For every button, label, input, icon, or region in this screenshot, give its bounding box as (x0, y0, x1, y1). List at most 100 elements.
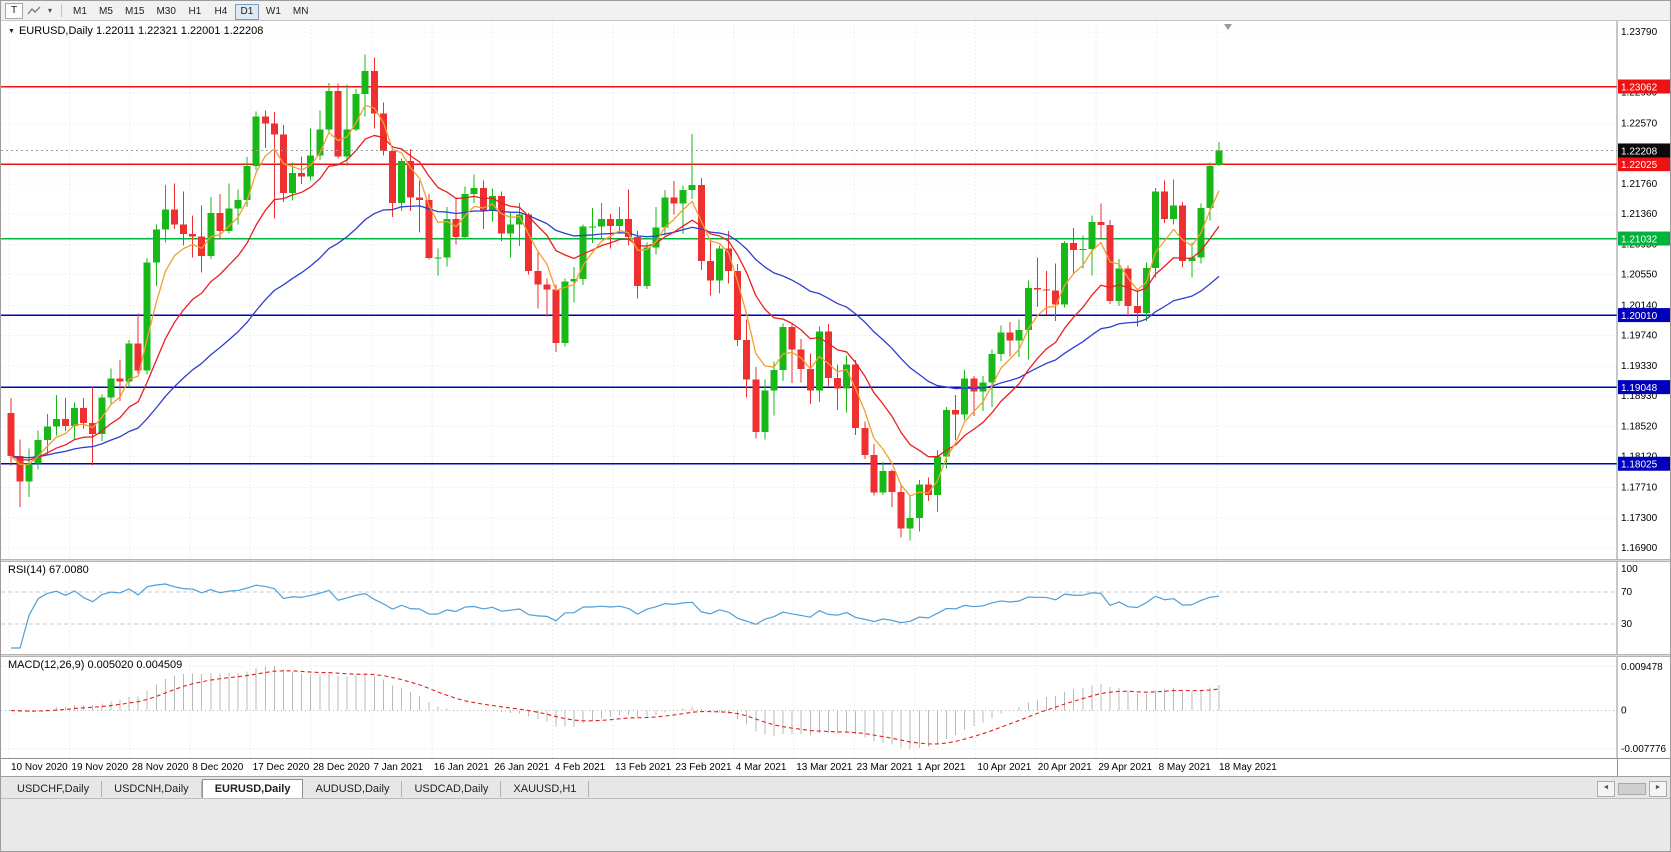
svg-text:70: 70 (1621, 587, 1633, 598)
candle (924, 477, 932, 501)
panel-splitter-macd[interactable] (1, 654, 1670, 657)
candle (307, 128, 315, 181)
timeframe-button-d1[interactable]: D1 (234, 4, 259, 20)
candle (670, 181, 678, 215)
svg-text:1.19330: 1.19330 (1621, 361, 1658, 372)
candle (161, 184, 169, 243)
candle (897, 485, 905, 538)
candle (370, 57, 378, 129)
candle (116, 360, 124, 402)
svg-text:1.23062: 1.23062 (1621, 83, 1658, 94)
candle (207, 196, 215, 259)
tab-audusd-daily[interactable]: AUDUSD,Daily (303, 781, 403, 797)
tab-scroll-thumb[interactable] (1618, 783, 1646, 795)
tab-usdchf-daily[interactable]: USDCHF,Daily (5, 781, 103, 797)
candle (1061, 240, 1069, 308)
main-price-chart[interactable]: 1.237901.229801.225701.217601.213601.209… (1, 21, 1671, 559)
candle (34, 430, 42, 470)
candle (1006, 321, 1014, 357)
svg-text:100: 100 (1621, 564, 1638, 575)
candle (1188, 242, 1196, 278)
timeframe-button-m5[interactable]: M5 (94, 4, 118, 20)
tab-scroll-right-icon[interactable]: ► (1649, 781, 1667, 797)
candle (452, 197, 460, 245)
candle (788, 323, 796, 384)
candle (1179, 202, 1187, 268)
svg-text:1.22025: 1.22025 (1621, 160, 1658, 171)
candle (879, 461, 887, 495)
timeframe-button-m1[interactable]: M1 (68, 4, 92, 20)
timeframe-button-m30[interactable]: M30 (151, 4, 180, 20)
candle (761, 379, 769, 440)
date-label: 28 Nov 2020 (131, 762, 189, 773)
tab-eurusd-daily[interactable]: EURUSD,Daily (201, 779, 304, 799)
dropdown-caret-icon[interactable]: ▾ (47, 6, 52, 15)
candle (1115, 258, 1123, 307)
h-line[interactable]: 1.23062 (1, 79, 1670, 94)
candle (1215, 142, 1223, 166)
candle (1142, 262, 1150, 322)
candle (1052, 263, 1060, 322)
candle (952, 395, 960, 441)
candle (652, 207, 660, 255)
candle (634, 231, 642, 299)
timeframe-button-h1[interactable]: H1 (183, 4, 207, 20)
svg-text:1.18025: 1.18025 (1621, 460, 1658, 471)
candle (61, 398, 69, 432)
candle (906, 494, 914, 541)
time-axis[interactable]: 10 Nov 2020 19 Nov 2020 28 Nov 2020 8 Dec 2… (1, 758, 1670, 776)
macd-signal-line (10, 670, 1220, 745)
h-line[interactable]: 1.20010 (1, 308, 1670, 323)
candle (661, 190, 669, 236)
svg-text:1.18930: 1.18930 (1621, 391, 1658, 402)
grid (1, 21, 1617, 559)
candle (71, 402, 79, 440)
candle (434, 248, 442, 276)
date-label: 13 Mar 2021 (796, 762, 853, 773)
h-line[interactable]: 1.22025 (1, 157, 1670, 172)
candle (479, 180, 487, 229)
candle (134, 313, 142, 374)
candle (616, 207, 624, 234)
chart-shift-marker-icon[interactable] (1224, 24, 1232, 30)
panel-splitter-rsi[interactable] (1, 559, 1670, 562)
timeframe-button-mn[interactable]: MN (288, 4, 314, 20)
tab-usdcnh-daily[interactable]: USDCNH,Daily (102, 781, 202, 797)
macd-panel[interactable]: 0.009478 0 -0.007776 (1, 657, 1671, 758)
candle (252, 111, 260, 170)
h-line[interactable]: 1.21032 (1, 231, 1670, 246)
candle (416, 181, 424, 233)
toolbar-separator (61, 4, 62, 17)
candle (561, 278, 569, 347)
status-area (1, 798, 1670, 851)
rsi-panel[interactable]: 100 70 30 (1, 562, 1671, 654)
svg-text:1.17300: 1.17300 (1621, 513, 1658, 524)
timeframe-button-m15[interactable]: M15 (120, 4, 149, 20)
candle (588, 207, 596, 244)
tab-scroll-left-icon[interactable]: ◄ (1597, 781, 1615, 797)
svg-text:-0.007776: -0.007776 (1621, 744, 1666, 755)
chart-tabs: USDCHF,Daily USDCNH,Daily EURUSD,Daily AUDU… (1, 779, 590, 799)
timeframe-button-h4[interactable]: H4 (209, 4, 233, 20)
candle (180, 191, 188, 246)
candle (407, 148, 415, 211)
candle (743, 319, 751, 398)
tab-usdcad-daily[interactable]: USDCAD,Daily (402, 781, 502, 797)
tab-xauusd-h1[interactable]: XAUUSD,H1 (501, 781, 590, 797)
date-label: 23 Mar 2021 (856, 762, 913, 773)
trend-arrows-icon[interactable] (25, 3, 43, 19)
candle (289, 162, 297, 201)
timeframe-button-w1[interactable]: W1 (261, 4, 286, 20)
candle (1170, 179, 1178, 225)
candle (997, 325, 1005, 361)
candle (525, 213, 533, 275)
t-button[interactable]: T (5, 2, 23, 19)
chart-title-text: EURUSD,Daily 1.22011 1.22321 1.22001 1.2… (18, 25, 264, 37)
date-label: 26 Jan 2021 (494, 762, 550, 773)
candle (16, 439, 24, 507)
candle (725, 231, 733, 284)
timeframe-buttons: M1 M5 M15 M30 H1 H4 D1 W1 MN (67, 1, 314, 20)
macd-histogram (19, 666, 1220, 749)
svg-text:1.21032: 1.21032 (1621, 235, 1658, 246)
h-line[interactable]: 1.18025 (1, 456, 1670, 471)
